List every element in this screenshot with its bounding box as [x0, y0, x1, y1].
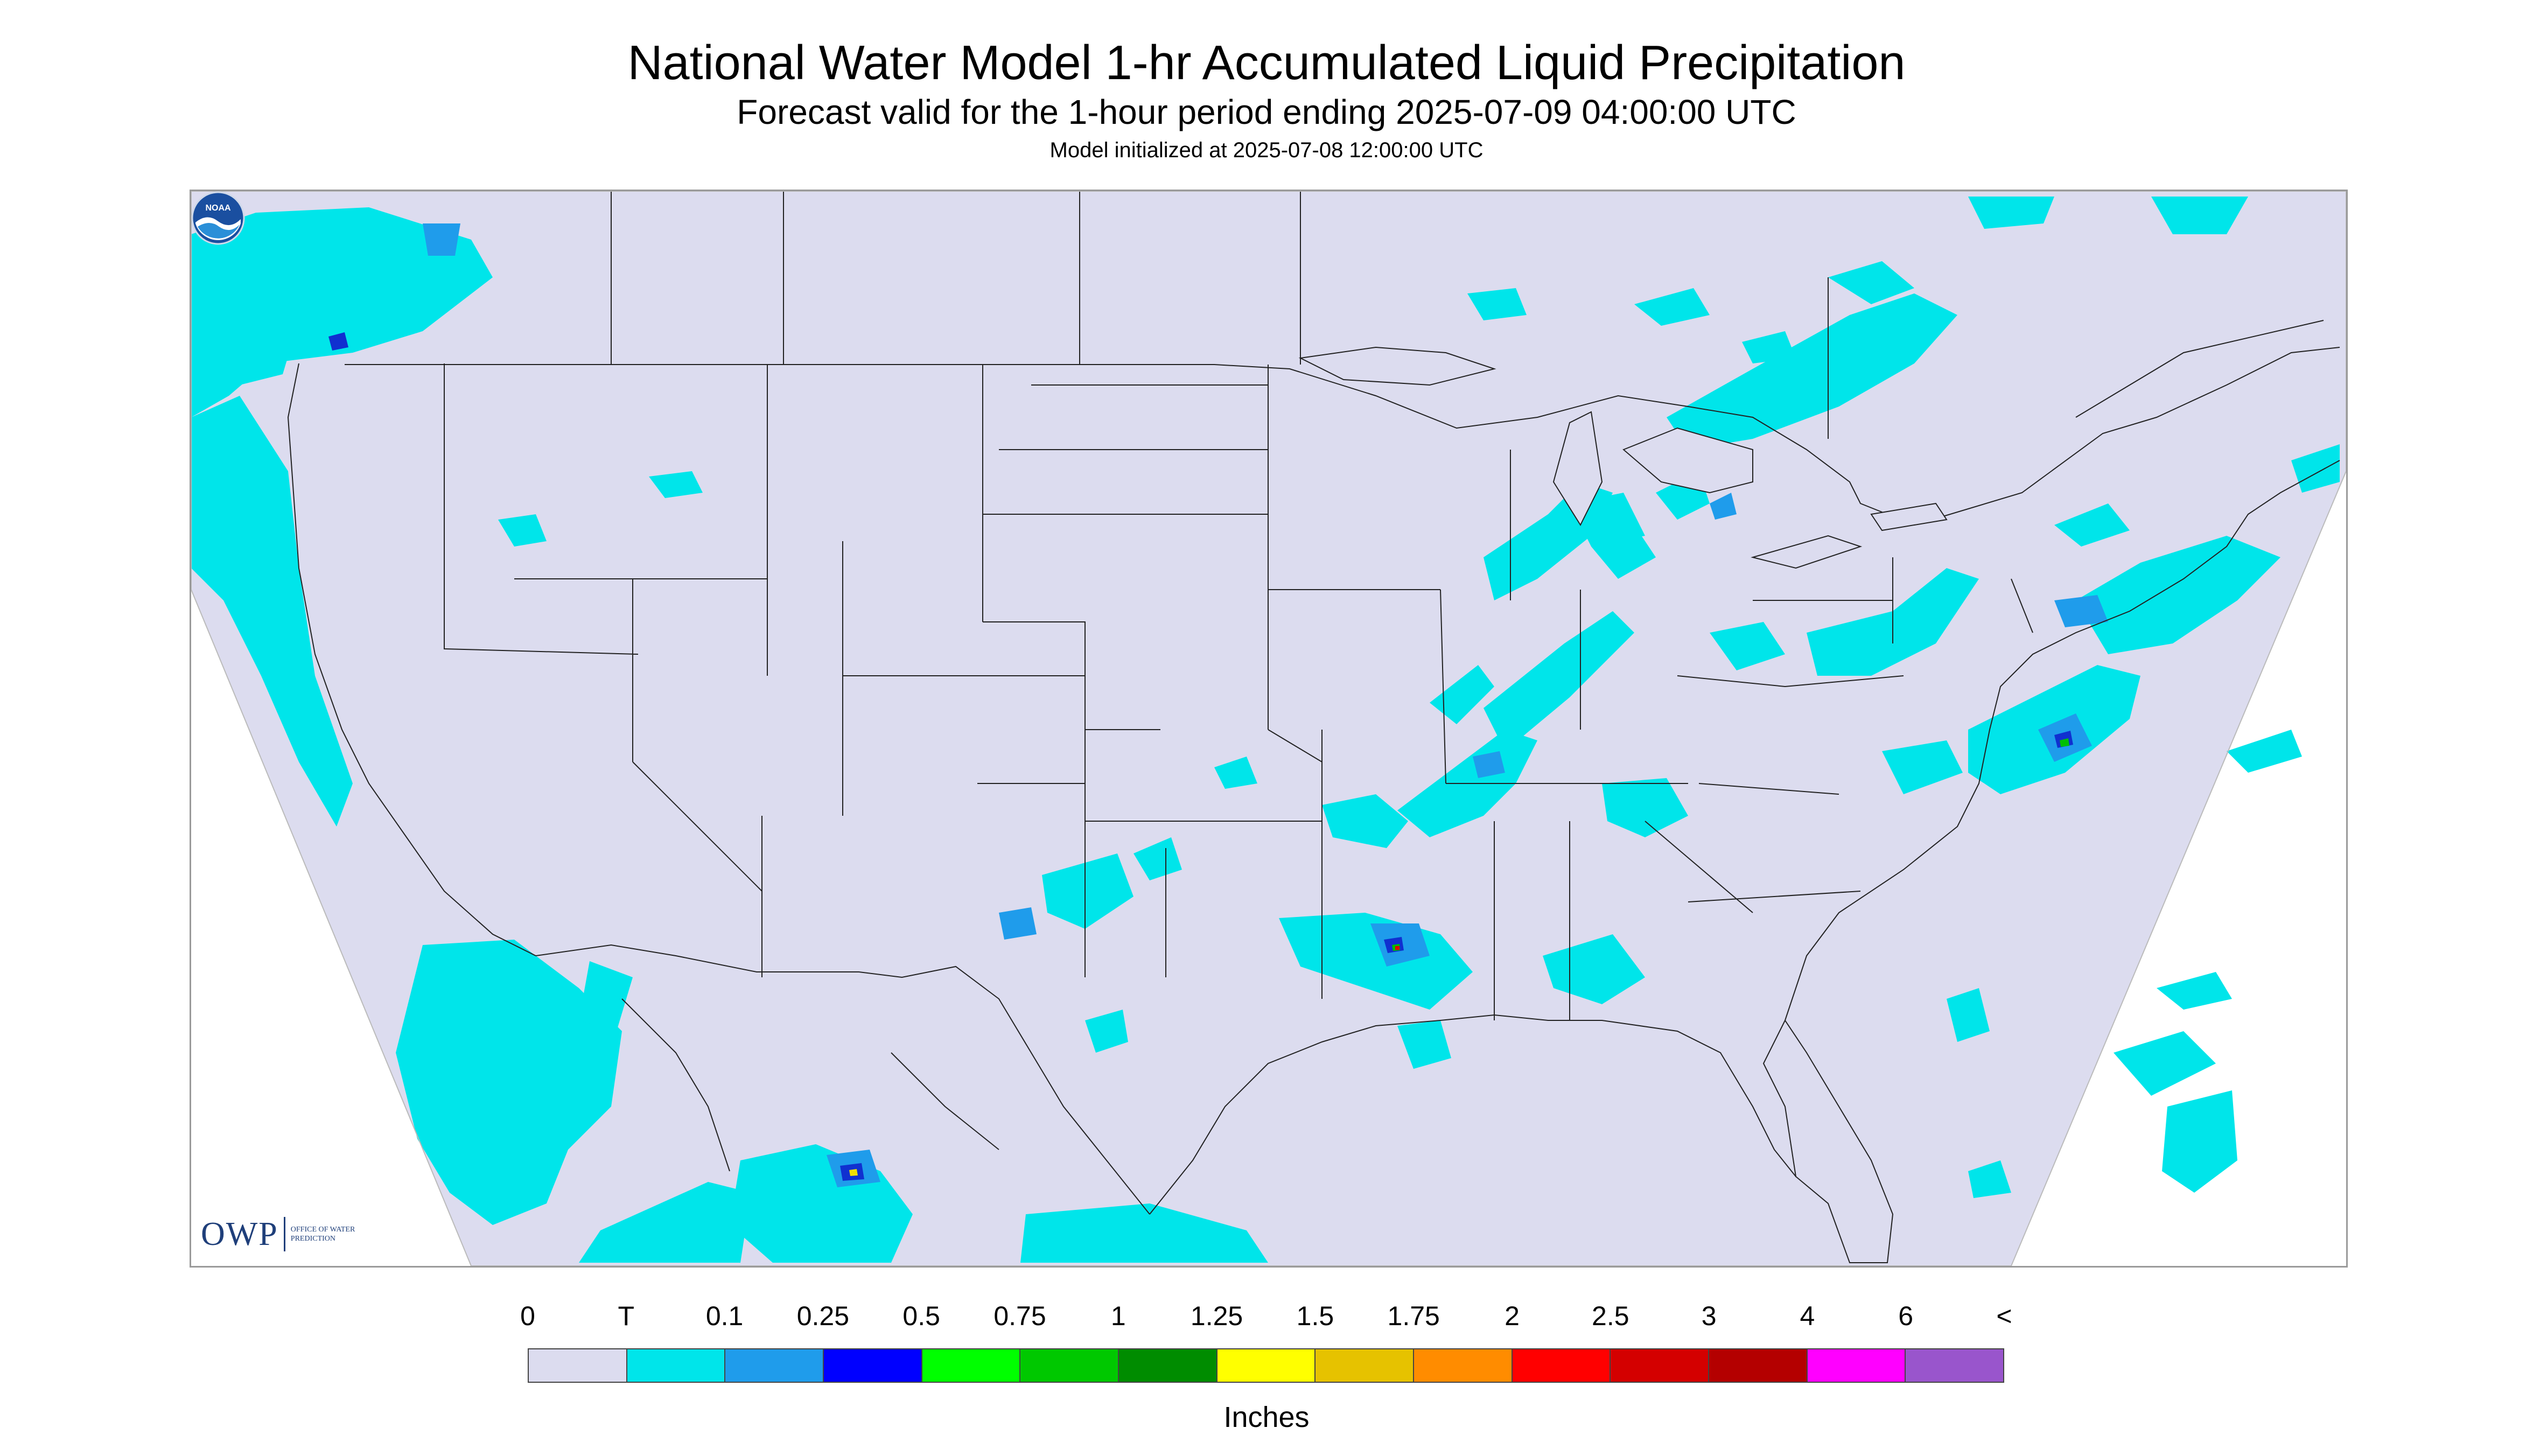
noaa-logo-icon: NOAA	[191, 191, 245, 245]
owp-logo-divider	[283, 1217, 285, 1251]
legend-units-label: Inches	[1223, 1401, 1310, 1433]
legend-tick-label: 2.5	[1592, 1301, 1629, 1331]
legend-swatch	[922, 1349, 1021, 1382]
legend-tick-label: 1.25	[1190, 1301, 1243, 1331]
boundary-lines	[287, 191, 2340, 1215]
legend-swatch	[1906, 1349, 2004, 1382]
legend-swatch	[1512, 1349, 1611, 1382]
forecast-valid-subtitle: Forecast valid for the 1-hour period end…	[737, 93, 1796, 131]
owp-logo: OWP OFFICE OF WATER PREDICTION	[201, 1210, 355, 1258]
legend-swatch	[725, 1349, 824, 1382]
legend-swatch	[1316, 1349, 1415, 1382]
legend-tick-label: 1.75	[1387, 1301, 1440, 1331]
legend-tick-label: 0	[520, 1301, 535, 1331]
legend-tick-label: 3	[1701, 1301, 1717, 1331]
legend-tick-label: 1	[1110, 1301, 1126, 1331]
legend-tick-label: 6	[1898, 1301, 1914, 1331]
precip-yellow-areas	[849, 1169, 858, 1176]
map-title: National Water Model 1-hr Accumulated Li…	[627, 36, 1906, 90]
east-coast	[1785, 460, 2340, 1021]
precip-red-areas	[1395, 946, 1400, 950]
legend-tick-label: 0.5	[902, 1301, 940, 1331]
us-mexico-border	[535, 944, 1150, 1215]
west-coast	[287, 363, 536, 956]
owp-logo-mark: OWP	[201, 1216, 278, 1252]
legend-swatch	[627, 1349, 726, 1382]
legend-tick-label: 0.1	[705, 1301, 744, 1331]
florida-peninsula	[1762, 1019, 1894, 1263]
legend-tick-label: 2	[1505, 1301, 1520, 1331]
model-init-subtitle: Model initialized at 2025-07-08 12:00:00…	[1049, 138, 1484, 162]
legend-swatch	[529, 1349, 627, 1382]
legend-tick-label: 4	[1800, 1301, 1815, 1331]
owp-logo-text: OFFICE OF WATER PREDICTION	[290, 1226, 355, 1243]
legend-swatch	[1709, 1349, 1808, 1382]
noaa-logo-label: NOAA	[205, 204, 231, 213]
precipitation-map: OWP OFFICE OF WATER PREDICTION NOAA	[190, 190, 2348, 1268]
precip-legend-colorbar	[528, 1348, 2004, 1383]
legend-swatch	[1217, 1349, 1316, 1382]
legend-swatch	[1611, 1349, 1710, 1382]
legend-swatch	[1119, 1349, 1217, 1382]
legend-swatch	[1807, 1349, 1906, 1382]
legend-tick-label: 0.25	[796, 1301, 850, 1331]
legend-tick-label: 1.5	[1296, 1301, 1334, 1331]
map-canvas	[191, 191, 2346, 1266]
us-canada-border	[345, 347, 2340, 526]
legend-tick-label: 0.75	[993, 1301, 1046, 1331]
legend-swatch	[824, 1349, 922, 1382]
great-lakes	[1298, 346, 1948, 569]
legend-swatch	[1414, 1349, 1513, 1382]
legend-swatch	[1020, 1349, 1119, 1382]
legend-tick-label: T	[618, 1301, 635, 1331]
legend-tick-label: <	[1996, 1301, 2012, 1331]
